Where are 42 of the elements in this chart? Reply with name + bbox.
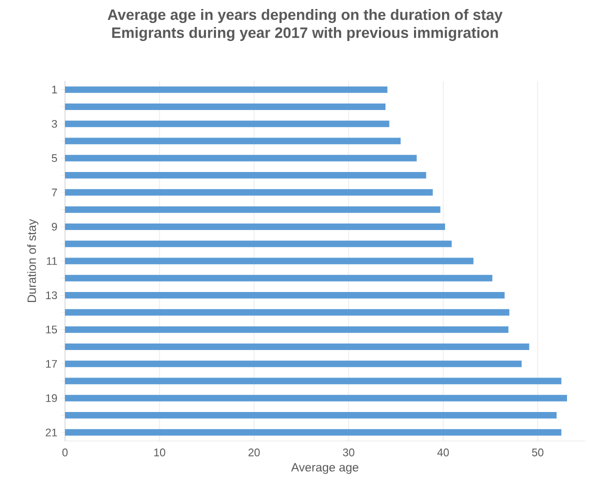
- bar: [65, 240, 452, 248]
- y-tick-label: 19: [46, 394, 57, 402]
- y-tick-label: 9: [52, 222, 57, 231]
- x-tick-label: 40: [437, 448, 449, 456]
- bar: [65, 258, 474, 264]
- bar: [65, 154, 417, 162]
- bar: [65, 206, 440, 213]
- x-tick-label: 0: [62, 448, 68, 456]
- y-axis-title: Duration of stay: [27, 219, 38, 302]
- bar: [65, 394, 568, 402]
- y-tick-label: 17: [46, 360, 57, 368]
- bar: [65, 172, 426, 179]
- y-tick-label: 15: [46, 326, 57, 334]
- bar: [65, 412, 557, 419]
- x-tick-label: 30: [342, 448, 354, 456]
- bar: [65, 86, 388, 93]
- x-axis-title: Average age: [291, 463, 358, 474]
- bar: [65, 138, 401, 144]
- y-tick-label: 3: [52, 120, 57, 128]
- bar: [65, 326, 508, 333]
- y-tick-label: 11: [46, 257, 57, 265]
- chart-title: Average age in years depending on the duration of stay: [108, 8, 503, 24]
- bar: [65, 343, 530, 350]
- y-tick-label: 1: [52, 86, 57, 94]
- y-tick-label: 13: [46, 291, 57, 300]
- y-tick-label: 7: [52, 188, 57, 196]
- chart-subtitle: Emigrants during year 2017 with previous immigration: [112, 26, 498, 42]
- y-tick-label: 21: [46, 428, 57, 436]
- x-tick-label: 20: [248, 448, 260, 456]
- bar: [65, 103, 386, 110]
- bar: [65, 309, 510, 316]
- x-tick-label: 10: [154, 448, 166, 456]
- bar: [65, 120, 390, 128]
- bar: [65, 378, 562, 384]
- bar: [65, 274, 492, 282]
- bar: [65, 429, 562, 436]
- bar: [65, 223, 446, 230]
- bar: [65, 189, 433, 196]
- bar: [65, 292, 505, 299]
- bar: [65, 360, 522, 368]
- y-tick-label: 5: [52, 154, 57, 162]
- x-tick-label: 50: [532, 448, 544, 456]
